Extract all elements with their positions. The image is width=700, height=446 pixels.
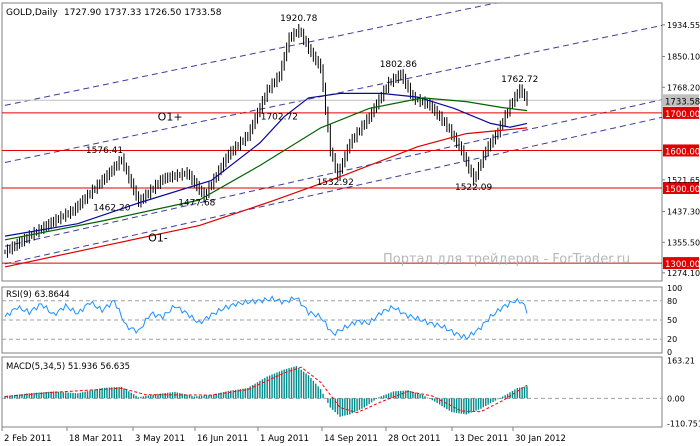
price-panel: 1700.00 1600.00 1500.00 1300.00 1733.58 1934.… [2, 3, 700, 278]
x-tick-label: 2 Feb 2011 [4, 434, 52, 444]
macd-histogram [4, 366, 528, 417]
annotation-1576.41: 1576.41 [86, 146, 123, 156]
x-tick-label: 16 Jun 2011 [197, 434, 248, 444]
level-label-1300.00: 1300.00 [665, 260, 700, 270]
price-tick-label: 1768.20 [667, 83, 700, 92]
price-tick-label: 1934.55 [667, 21, 700, 30]
x-tick-label: 28 Oct 2011 [388, 434, 441, 444]
rsi-line [4, 295, 528, 340]
price-tick-label: 1274.10 [667, 269, 700, 278]
x-tick-label: 14 Sep 2011 [324, 434, 378, 444]
x-tick-label: 3 May 2011 [135, 434, 185, 444]
price-tick-label: 1355.50 [667, 238, 700, 247]
level-label-1500.00: 1500.00 [665, 185, 700, 195]
x-axis: 2 Feb 2011 18 Mar 2011 3 May 2011 16 Jun 20… [1, 427, 566, 444]
price-tick-label: 1437.30 [667, 208, 700, 217]
rsi-tick-label: 50 [667, 316, 677, 325]
current-price-label: 1733.58 [665, 97, 700, 107]
annotation-1522.09: 1522.09 [455, 183, 492, 193]
price-panel-frame [1, 2, 663, 282]
price-tick-label: 1521.65 [667, 176, 700, 185]
macd-panel: MACD(5,34,5) 51.936 56.635 163.21 0.00 -110… [2, 357, 700, 429]
macd-tick-label: -110.751 [667, 420, 700, 429]
rsi-tick-label: 80 [667, 297, 677, 306]
rsi-panel: RSI(9) 63.8644 100 80 50 20 0 [2, 284, 682, 357]
rsi-tick-label: 100 [667, 284, 682, 293]
macd-tick-label: 0.00 [667, 394, 685, 403]
macd-signal-line [4, 366, 528, 414]
x-tick-label: 13 Dec 2011 [454, 434, 508, 444]
x-tick-label: 18 Mar 2011 [69, 434, 123, 444]
level-badge-1500.00 [663, 182, 699, 194]
annotation-1462.20: 1462.20 [93, 204, 130, 214]
annotation-1702.72: 1702.72 [261, 112, 298, 122]
moving-average-blue [4, 92, 528, 237]
x-tick-label: 30 Jan 2012 [515, 434, 566, 444]
current-price-badge [663, 94, 699, 107]
moving-average-red [4, 127, 528, 268]
annotation-1802.86: 1802.86 [380, 60, 417, 70]
annotation-O1-: O1- [148, 231, 168, 244]
watermark: Портал для трейдеров - ForTrader.ru [383, 252, 630, 267]
level-badge-1300.00 [663, 257, 699, 270]
annotation-O1+: O1+ [158, 110, 183, 123]
x-tick-label: 1 Aug 2011 [260, 434, 309, 444]
moving-average-green [4, 97, 528, 241]
rsi-tick-label: 0 [667, 348, 672, 357]
annotation-1762.72: 1762.72 [501, 75, 538, 85]
ohlc-readout: 1727.90 1737.33 1726.50 1733.58 [64, 8, 222, 18]
macd-tick-label: 163.21 [667, 357, 695, 366]
macd-title: MACD(5,34,5) 51.936 56.635 [6, 362, 130, 372]
level-label-1600.00: 1600.00 [665, 147, 700, 157]
channel-line-3 [4, 116, 662, 265]
rsi-title: RSI(9) 63.8644 [6, 290, 70, 300]
channel-line-0 [4, 3, 499, 106]
channel-line-2 [4, 99, 662, 247]
level-badge-1600.00 [663, 144, 699, 157]
level-label-1700.00: 1700.00 [665, 110, 700, 120]
price-tick-label: 1850.10 [667, 53, 700, 62]
instrument-title: GOLD,Daily [6, 8, 58, 18]
annotation-1920.78: 1920.78 [280, 14, 317, 24]
level-badge-1700.00 [663, 106, 699, 119]
annotation-1477.68: 1477.68 [178, 199, 215, 209]
rsi-tick-label: 20 [667, 335, 677, 344]
annotation-1532.92: 1532.92 [317, 178, 354, 188]
